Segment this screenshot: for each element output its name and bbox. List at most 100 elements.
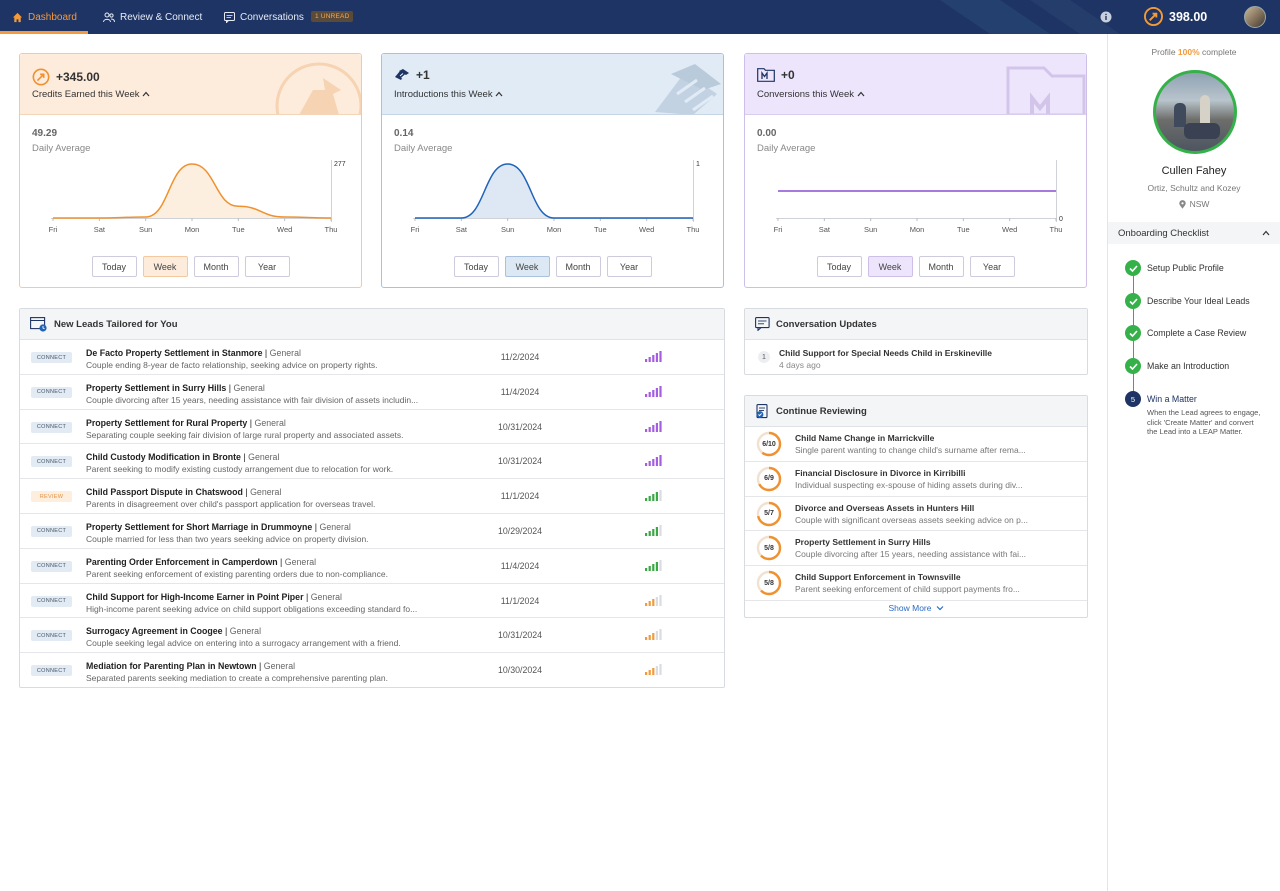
x-tick-label: Wed <box>277 225 292 234</box>
lead-row[interactable]: CONNECT Child Custody Modification in Br… <box>20 444 724 480</box>
credits-daily-average: 49.29 <box>32 128 58 139</box>
review-title[interactable]: Child Support Enforcement in Townsville <box>795 572 961 583</box>
lead-row[interactable]: CONNECT Property Settlement for Short Ma… <box>20 514 724 549</box>
chevron-down-icon <box>936 606 943 611</box>
show-more-button[interactable]: Show More <box>745 603 1087 613</box>
lead-action-badge[interactable]: CONNECT <box>31 456 72 468</box>
chat-icon <box>224 11 235 23</box>
lead-action-badge[interactable]: CONNECT <box>31 560 72 572</box>
lead-row[interactable]: REVIEW Child Passport Dispute in Chatswo… <box>20 479 724 514</box>
y-tick-label: 1 <box>696 161 700 168</box>
lead-date: 10/31/2024 <box>497 421 543 432</box>
introductions-daily-average: 0.14 <box>394 128 414 139</box>
lead-title[interactable]: Property Settlement for Rural Property |… <box>86 417 286 428</box>
lead-row[interactable]: CONNECT Surrogacy Agreement in Coogee | … <box>20 618 724 654</box>
checklist-item[interactable]: 5 Win a Matter <box>1125 391 1197 407</box>
info-icon[interactable] <box>1100 11 1112 23</box>
review-list: 6/10 Child Name Change in Marrickville S… <box>745 427 1087 601</box>
x-tick-label: Mon <box>547 225 562 234</box>
lead-title[interactable]: De Facto Property Settlement in Stanmore… <box>86 348 301 358</box>
match-strength-icon <box>645 490 662 502</box>
lead-row[interactable]: CONNECT Property Settlement for Rural Pr… <box>20 410 724 445</box>
profile-location: NSW <box>1108 199 1280 209</box>
lead-row[interactable]: CONNECT De Facto Property Settlement in … <box>20 340 724 375</box>
lead-title[interactable]: Parenting Order Enforcement in Camperdow… <box>86 556 317 567</box>
nav-tab-dashboard[interactable]: Dashboard <box>12 0 77 34</box>
lead-row[interactable]: CONNECT Mediation for Parenting Plan in … <box>20 653 724 688</box>
range-week-button[interactable]: Week <box>504 256 550 277</box>
lead-action-badge[interactable]: CONNECT <box>31 421 72 433</box>
range-month-button[interactable]: Month <box>193 256 239 277</box>
lead-title[interactable]: Surrogacy Agreement in Coogee | General <box>86 626 262 637</box>
range-year-button[interactable]: Year <box>606 256 652 277</box>
review-row[interactable]: 5/8 Child Support Enforcement in Townsvi… <box>745 566 1087 601</box>
lead-action-badge[interactable]: CONNECT <box>31 525 72 537</box>
x-tick-label: Sun <box>139 225 152 234</box>
user-avatar[interactable] <box>1244 6 1266 28</box>
lead-description: Parent seeking enforcement of existing p… <box>86 568 388 579</box>
introductions-period-toggle[interactable]: Introductions this Week <box>394 89 503 100</box>
nav-tab-dashboard-label: Dashboard <box>28 11 77 23</box>
review-title[interactable]: Divorce and Overseas Assets in Hunters H… <box>795 502 975 513</box>
nav-tab-review-connect[interactable]: Review & Connect <box>103 0 202 34</box>
review-row[interactable]: 6/10 Child Name Change in Marrickville S… <box>745 427 1087 462</box>
review-score-ring: 5/8 <box>756 570 782 596</box>
range-today-button[interactable]: Today <box>816 256 862 277</box>
match-strength-icon <box>645 559 662 571</box>
nav-tab-conversations[interactable]: Conversations <box>224 0 304 34</box>
match-strength-icon <box>645 420 662 432</box>
range-year-button[interactable]: Year <box>969 256 1015 277</box>
lead-action-badge[interactable]: CONNECT <box>31 630 72 642</box>
onboarding-checklist-header[interactable]: Onboarding Checklist <box>1108 222 1280 244</box>
review-row[interactable]: 6/9 Financial Disclosure in Divorce in K… <box>745 462 1087 497</box>
conversation-title[interactable]: Child Support for Special Needs Child in… <box>779 348 993 358</box>
lead-title[interactable]: Child Support for High-Income Earner in … <box>86 591 342 602</box>
credits-period-label: Credits Earned this Week <box>32 89 140 100</box>
lead-row[interactable]: CONNECT Parenting Order Enforcement in C… <box>20 549 724 584</box>
lead-description: Separating couple seeking fair division … <box>86 429 404 440</box>
continue-reviewing-header: Continue Reviewing <box>745 396 1087 427</box>
checklist-item[interactable]: Setup Public Profile <box>1125 260 1224 276</box>
checklist-item[interactable]: Complete a Case Review <box>1125 325 1246 341</box>
range-month-button[interactable]: Month <box>918 256 964 277</box>
lead-action-badge[interactable]: CONNECT <box>31 386 72 398</box>
credits-period-toggle[interactable]: Credits Earned this Week <box>32 89 150 100</box>
profile-sidebar: Profile 100% complete Cullen Fahey Ortiz… <box>1107 34 1280 891</box>
range-week-button[interactable]: Week <box>867 256 913 277</box>
checklist-item-label[interactable]: Win a Matter <box>1147 394 1197 404</box>
match-strength-icon <box>645 455 662 467</box>
checklist-item[interactable]: Describe Your Ideal Leads <box>1125 293 1250 309</box>
new-leads-panel: New Leads Tailored for You CONNECT De Fa… <box>19 308 725 688</box>
lead-action-badge[interactable]: CONNECT <box>31 595 72 607</box>
range-year-button[interactable]: Year <box>244 256 290 277</box>
lead-row[interactable]: CONNECT Property Settlement in Surry Hil… <box>20 375 724 410</box>
profile-photo[interactable] <box>1153 70 1237 154</box>
conversions-period-toggle[interactable]: Conversions this Week <box>757 89 865 100</box>
review-row[interactable]: 5/8 Property Settlement in Surry Hills C… <box>745 531 1087 567</box>
new-leads-title: New Leads Tailored for You <box>54 318 178 330</box>
review-title[interactable]: Property Settlement in Surry Hills <box>795 537 931 548</box>
lead-action-badge[interactable]: CONNECT <box>31 352 72 363</box>
lead-action-badge[interactable]: CONNECT <box>31 665 72 677</box>
check-icon <box>1125 358 1141 374</box>
range-today-button[interactable]: Today <box>453 256 499 277</box>
lead-row[interactable]: CONNECT Child Support for High-Income Ea… <box>20 584 724 619</box>
lead-title[interactable]: Property Settlement for Short Marriage i… <box>86 521 351 532</box>
handshake-icon <box>395 69 409 80</box>
range-month-button[interactable]: Month <box>555 256 601 277</box>
lead-title[interactable]: Child Passport Dispute in Chatswood | Ge… <box>86 487 282 498</box>
credits-balance[interactable]: 398.00 <box>1144 7 1207 26</box>
lead-title[interactable]: Property Settlement in Surry Hills | Gen… <box>86 382 265 393</box>
lead-action-badge[interactable]: REVIEW <box>31 491 72 503</box>
lead-title[interactable]: Mediation for Parenting Plan in Newtown … <box>86 661 296 672</box>
introductions-value-text: +1 <box>416 68 430 82</box>
range-today-button[interactable]: Today <box>91 256 137 277</box>
review-title[interactable]: Financial Disclosure in Divorce in Kirri… <box>795 467 966 478</box>
review-title[interactable]: Child Name Change in Marrickville <box>795 433 935 443</box>
review-row[interactable]: 5/7 Divorce and Overseas Assets in Hunte… <box>745 497 1087 532</box>
lead-title[interactable]: Child Custody Modification in Bronte | G… <box>86 452 280 463</box>
range-week-button[interactable]: Week <box>142 256 188 277</box>
review-score: 6/9 <box>764 475 774 483</box>
review-score: 6/10 <box>762 440 776 448</box>
checklist-item[interactable]: Make an Introduction <box>1125 358 1229 374</box>
